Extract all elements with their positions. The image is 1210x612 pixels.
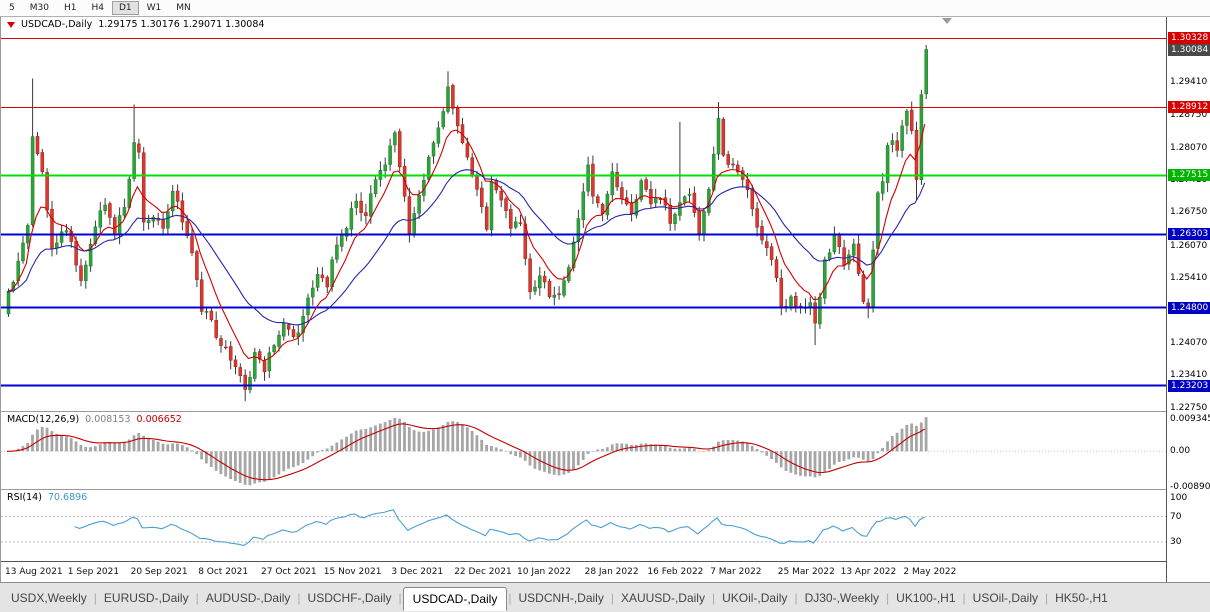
- chart-tab-usdcnh-daily[interactable]: USDCNH-,Daily: [518, 590, 604, 605]
- pane-separator[interactable]: [1, 411, 1210, 412]
- timeframe-button-h1[interactable]: H1: [63, 3, 77, 13]
- support-line-badge: 1.26303: [1168, 228, 1210, 241]
- timeframe-button-mn[interactable]: MN: [176, 3, 191, 13]
- tab-separator: |: [610, 590, 614, 605]
- rsi-value: 70.6896: [47, 492, 88, 503]
- date-label: 1 Sep 2021: [67, 567, 120, 577]
- date-label: 25 Mar 2022: [777, 567, 835, 577]
- price-tick: 1.28750: [1170, 109, 1208, 120]
- current-price-badge: 1.30084: [1168, 43, 1210, 56]
- sell-arrow-icon: [7, 21, 15, 28]
- tab-separator: |: [711, 590, 716, 605]
- date-label: 13 Apr 2022: [840, 567, 897, 577]
- date-label: 28 Jan 2022: [584, 567, 639, 577]
- price-tick: 1.22750: [1170, 402, 1208, 413]
- timeframe-button-d1[interactable]: D1: [111, 1, 139, 15]
- timeframe-toolbar: 5 M30 H1 H4 D1 W1 MN: [0, 0, 1210, 17]
- rsi-name: RSI(14): [7, 492, 42, 503]
- rsi-axis-label: 70: [1170, 511, 1182, 522]
- macd-axis-label: -0.008902: [1170, 482, 1210, 493]
- tab-separator: |: [794, 590, 798, 605]
- chart-window: USDCAD-,Daily 1.29175 1.30176 1.29071 1.…: [0, 17, 1210, 582]
- macd-label: MACD(12,26,9) 0.008153 0.006652: [7, 414, 182, 425]
- price-tick: 1.23410: [1170, 370, 1208, 381]
- resistance-line-badge: 1.30328: [1168, 31, 1210, 44]
- resistance-line-badge: 1.28912: [1168, 100, 1210, 113]
- price-tick: 1.29410: [1170, 77, 1208, 88]
- chart-title: USDCAD-,Daily 1.29175 1.30176 1.29071 1.…: [7, 19, 264, 30]
- tab-separator: |: [508, 590, 512, 605]
- rsi-axis-label: 100: [1170, 492, 1188, 503]
- chart-tab-usdx-weekly[interactable]: USDX,Weekly: [11, 590, 87, 605]
- macd-signal-value: 0.006652: [136, 414, 182, 425]
- timeframe-button-m30[interactable]: M30: [29, 3, 49, 13]
- date-label: 8 Oct 2021: [198, 567, 249, 577]
- main-chart-pane[interactable]: USDCAD-,Daily 1.29175 1.30176 1.29071 1.…: [1, 17, 1166, 411]
- chart-tab-usoil-daily[interactable]: USOil-,Daily: [972, 590, 1038, 605]
- date-label: 22 Dec 2021: [454, 567, 512, 577]
- chart-tab-ukoil-daily[interactable]: UKOil-,Daily: [722, 590, 788, 605]
- price-tick: 1.26750: [1170, 207, 1208, 218]
- rsi-axis-label: 30: [1170, 537, 1182, 547]
- macd-indicator-pane[interactable]: MACD(12,26,9) 0.008153 0.006652: [1, 412, 1166, 489]
- price-tick: 1.26070: [1170, 240, 1208, 251]
- chart-symbol-label: USDCAD-,Daily: [21, 19, 93, 30]
- pivot-line-badge: 1.27515: [1168, 168, 1210, 181]
- chart-tab-audusd-daily[interactable]: AUDUSD-,Daily: [205, 590, 291, 605]
- chart-tabs-bar: USDX,Weekly | EURUSD-,Daily | AUDUSD-,Daily |…: [0, 582, 1210, 612]
- tab-separator: |: [886, 590, 890, 605]
- date-label: 13 Aug 2021: [5, 567, 63, 577]
- chart-ohlc-values: 1.29175 1.30176 1.29071 1.30084: [98, 19, 265, 30]
- macd-axis-label: 0.009345: [1170, 414, 1210, 424]
- date-label: 20 Sep 2021: [130, 567, 188, 577]
- chart-tab-uk100-h1[interactable]: UK100-,H1: [896, 590, 956, 605]
- pane-separator[interactable]: [1, 489, 1210, 490]
- timeframe-button-h4[interactable]: H4: [91, 3, 104, 13]
- tab-separator: |: [93, 590, 97, 605]
- chart-tab-eurusd-daily[interactable]: EURUSD-,Daily: [103, 590, 189, 605]
- chart-tab-dj30-weekly[interactable]: DJ30-,Weekly: [804, 590, 880, 605]
- chart-tab-usdchf-daily[interactable]: USDCHF-,Daily: [307, 590, 392, 605]
- date-label: 3 Dec 2021: [391, 567, 444, 577]
- macd-main-value: 0.008153: [85, 414, 131, 425]
- tab-separator: |: [195, 590, 199, 605]
- support-line-badge: 1.24800: [1168, 301, 1210, 314]
- date-label: 7 Mar 2022: [710, 567, 762, 577]
- rsi-indicator-pane[interactable]: RSI(14) 70.6896: [1, 490, 1166, 561]
- macd-axis-label: 0.00: [1170, 446, 1191, 457]
- tab-separator: |: [297, 590, 301, 605]
- chart-tab-usdcad-daily[interactable]: USDCAD-,Daily: [402, 586, 508, 611]
- date-label: 2 May 2022: [903, 567, 957, 577]
- time-axis-separator: [1, 561, 1210, 562]
- timeframe-button-5[interactable]: 5: [9, 3, 15, 13]
- price-axis[interactable]: 1.294101.287501.280701.274101.267501.260…: [1166, 17, 1210, 582]
- date-label: 10 Jan 2022: [517, 567, 571, 577]
- tab-separator: |: [1045, 590, 1049, 605]
- date-label: 27 Oct 2021: [261, 567, 317, 577]
- tab-separator: |: [398, 590, 402, 605]
- timeframe-button-w1[interactable]: W1: [146, 3, 162, 13]
- support-line-badge: 1.23203: [1168, 379, 1210, 392]
- tab-separator: |: [962, 590, 966, 605]
- macd-name: MACD(12,26,9): [7, 414, 80, 425]
- chart-tab-hk50-h1[interactable]: HK50-,H1: [1055, 590, 1108, 605]
- date-label: 15 Nov 2021: [323, 567, 382, 577]
- price-tick: 1.25410: [1170, 272, 1208, 283]
- price-tick: 1.28070: [1170, 142, 1208, 153]
- rsi-label: RSI(14) 70.6896: [7, 492, 87, 503]
- date-label: 16 Feb 2022: [647, 567, 704, 577]
- chart-tab-xauusd-daily[interactable]: XAUUSD-,Daily: [620, 590, 705, 605]
- price-tick: 1.24070: [1170, 338, 1208, 349]
- time-axis[interactable]: 13 Aug 2021 1 Sep 2021 20 Sep 2021 8 Oct 20…: [1, 562, 1166, 582]
